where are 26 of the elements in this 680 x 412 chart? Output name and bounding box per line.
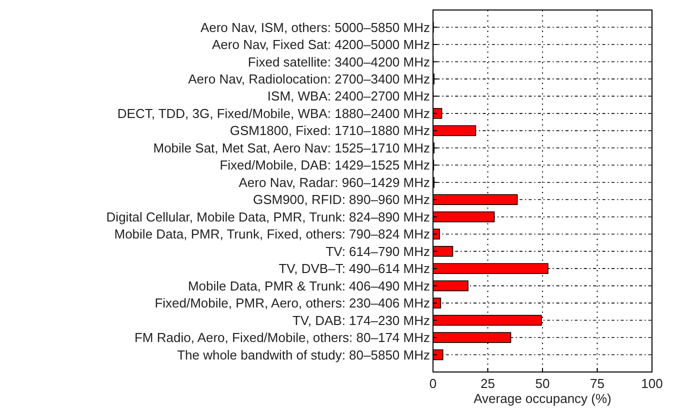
y-tick-label: TV: 614–790 MHz	[326, 244, 430, 259]
x-tick-label: 50	[535, 376, 550, 391]
x-tick-label: 75	[590, 376, 604, 391]
y-tick-label: Digital Cellular, Mobile Data, PMR, Trunk: 824–890 MHz	[106, 209, 430, 224]
y-tick-label: Mobile Data, PMR, Trunk, Fixed, others: 790–824 MHz	[114, 226, 430, 242]
y-tick-label: Aero Nav, Radiolocation: 2700–3400 MHz	[188, 72, 430, 86]
x-tick-label: 0	[429, 376, 437, 391]
y-tick-label: Aero Nav, ISM, others: 5000–5850 MHz	[200, 20, 430, 35]
y-tick-label: Fixed/Mobile, PMR, Aero, others: 230–406 MHz	[154, 296, 430, 311]
y-tick-label: TV, DAB: 174–230 MHz	[292, 312, 430, 328]
y-tick-label: Fixed/Mobile, DAB: 1429–1525 MHz	[220, 158, 430, 173]
y-tick-label: The whole bandwith of study: 80–5850 MHz	[177, 347, 430, 362]
y-tick-label: GSM1800, Fixed: 1710–1880 MHz	[230, 123, 430, 138]
x-axis-title: Average occupancy (%)	[474, 391, 612, 406]
y-tick-label: TV, DVB–T: 490–614 MHz	[278, 261, 430, 276]
y-tick-label: GSM900, RFID: 890–960 MHz	[252, 192, 430, 208]
y-tick-label: Fixed satellite: 3400–4200 MHz	[248, 54, 430, 70]
y-tick-label: DECT, TDD, 3G, Fixed/Mobile, WBA: 1880–2400 MHz	[117, 106, 430, 121]
y-tick-label: Aero Nav, Fixed Sat: 4200–5000 MHz	[212, 37, 430, 52]
x-tick-label: 25	[480, 376, 495, 391]
y-tick-label: FM Radio, Aero, Fixed/Mobile, others: 80–174 MHz	[134, 330, 430, 346]
y-tick-label: Aero Nav, Radar: 960–1429 MHz	[238, 174, 430, 190]
y-tick-label: Mobile Sat, Met Sat, Aero Nav: 1525–1710 MHz	[153, 140, 430, 156]
x-tick-label: 100	[641, 376, 663, 391]
y-tick-label: Mobile Data, PMR & Trunk: 406–490 MHz	[188, 278, 430, 294]
y-tick-label: ISM, WBA: 2400–2700 MHz	[267, 88, 430, 104]
